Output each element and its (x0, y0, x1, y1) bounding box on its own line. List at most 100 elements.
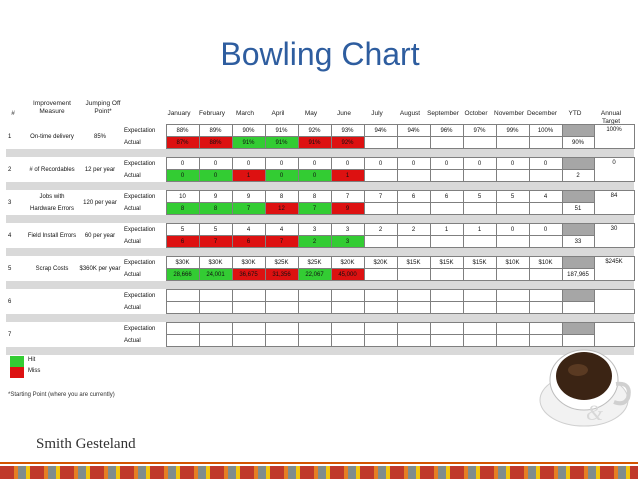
actual-cell: 28,666 (165, 268, 200, 281)
expectation-cell: 0 (528, 223, 563, 236)
expectation-label: Expectation (124, 193, 156, 200)
expectation-cell: 2 (396, 223, 431, 236)
expectation-cell: 8 (264, 190, 299, 203)
expectation-cell (330, 289, 365, 302)
expectation-cell: $15K (396, 256, 431, 269)
logo-text: Smith Gesteland (36, 436, 136, 452)
actual-cell: 24,001 (198, 268, 233, 281)
expectation-cell: 3 (297, 223, 332, 236)
ytd-expectation-cell (561, 223, 595, 236)
actual-cell: 45,000 (330, 268, 365, 281)
header-month-may: May (304, 110, 318, 117)
actual-cell: 3 (330, 235, 365, 248)
actual-label: Actual (124, 205, 141, 212)
expectation-label: Expectation (124, 226, 156, 233)
actual-row: Actual 87% 88% 91% 91% 91% 92% 90% (6, 136, 634, 149)
expectation-cell (231, 289, 266, 302)
expectation-cell: 1 (462, 223, 497, 236)
expectation-cell: 5 (462, 190, 497, 203)
legend-hit-swatch (10, 356, 24, 367)
ytd-expectation-cell (561, 322, 595, 335)
actual-cell (495, 268, 530, 281)
actual-cell (429, 169, 464, 182)
actual-cell (495, 169, 530, 182)
actual-cell (363, 301, 398, 314)
expectation-cell: 0 (297, 157, 332, 170)
actual-cell (528, 235, 563, 248)
annual-target-cell (593, 289, 635, 314)
annual-target-cell: $245K (593, 256, 635, 281)
ytd-expectation-cell (561, 256, 595, 269)
actual-cell (462, 301, 497, 314)
ytd-actual-cell: 33 (561, 235, 595, 248)
actual-cell (363, 235, 398, 248)
row-separator (6, 214, 634, 224)
expectation-cell: 0 (330, 157, 365, 170)
actual-cell (429, 334, 464, 347)
actual-cell: 1 (330, 169, 365, 182)
actual-cell (495, 136, 530, 149)
actual-cell (264, 334, 299, 347)
actual-cell (363, 169, 398, 182)
expectation-cell: 5 (198, 223, 233, 236)
header-month-april: April (271, 110, 285, 117)
actual-cell (396, 169, 431, 182)
expectation-label: Expectation (124, 259, 156, 266)
actual-cell (462, 334, 497, 347)
actual-cell (396, 136, 431, 149)
legend-hit-label: Hit (28, 357, 36, 363)
actual-cell (429, 136, 464, 149)
expectation-cell: 0 (264, 157, 299, 170)
expectation-row: 2 # of Recordables 12 per year Expectation 0… (6, 157, 635, 182)
actual-cell (528, 169, 563, 182)
expectation-cell: 0 (495, 223, 530, 236)
expectation-cell (462, 322, 497, 335)
expectation-cell (429, 289, 464, 302)
footer-line (0, 462, 638, 464)
header-month-november: November (494, 110, 524, 117)
expectation-cell (495, 322, 530, 335)
actual-cell (264, 301, 299, 314)
expectation-cell: 88% (165, 124, 200, 137)
actual-cell: 2 (297, 235, 332, 248)
expectation-row: 5 Scrap Costs $360K per year Expectation $30… (6, 256, 635, 281)
ytd-expectation-cell (561, 157, 595, 170)
row-separator (6, 247, 634, 257)
actual-cell: 0 (165, 169, 200, 182)
expectation-cell: $30K (198, 256, 233, 269)
expectation-cell: 99% (495, 124, 530, 137)
actual-cell: 12 (264, 202, 299, 215)
expectation-cell (165, 289, 200, 302)
actual-cell (495, 334, 530, 347)
expectation-cell: $30K (231, 256, 266, 269)
expectation-cell (297, 322, 332, 335)
company-logo: Smith Gesteland (36, 436, 136, 453)
actual-row: Actual (6, 334, 634, 347)
actual-cell (396, 235, 431, 248)
actual-row: Actual 0 0 1 0 0 1 2 (6, 169, 634, 182)
actual-cell: 91% (231, 136, 266, 149)
measure-label: Scrap Costs (35, 265, 69, 272)
actual-cell: 6 (165, 235, 200, 248)
actual-cell (297, 301, 332, 314)
actual-label: Actual (124, 238, 141, 245)
actual-cell (198, 301, 233, 314)
actual-cell: 7 (198, 235, 233, 248)
expectation-row: 6 Expectation (6, 289, 635, 314)
header-month-january: January (167, 110, 191, 117)
row-separator (6, 313, 634, 323)
expectation-label: Expectation (124, 160, 156, 167)
expectation-cell (363, 322, 398, 335)
actual-cell (528, 136, 563, 149)
actual-cell (231, 301, 266, 314)
actual-cell (528, 202, 563, 215)
actual-cell: 22,067 (297, 268, 332, 281)
row-separator (6, 148, 634, 158)
expectation-cell: 2 (363, 223, 398, 236)
header-num: # (11, 110, 15, 117)
header-ytd: YTD (568, 110, 582, 117)
header-month-august: August (399, 110, 421, 117)
expectation-cell: 92% (297, 124, 332, 137)
measure-label: Field Install Errors (27, 232, 77, 239)
expectation-cell (198, 322, 233, 335)
